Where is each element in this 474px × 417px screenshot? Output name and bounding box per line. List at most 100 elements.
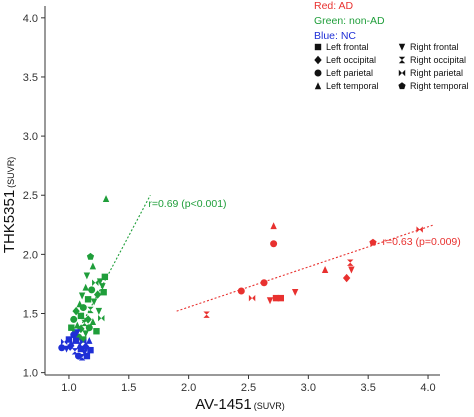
data-point xyxy=(81,342,90,351)
data-point xyxy=(248,294,256,302)
data-point xyxy=(272,294,280,302)
data-point xyxy=(260,279,268,287)
data-points xyxy=(58,195,423,361)
y-tick-label: 3.5 xyxy=(23,72,38,84)
legend-label: Left frontal xyxy=(326,42,369,52)
data-point xyxy=(87,346,94,354)
data-point xyxy=(81,319,88,327)
data-point xyxy=(79,304,87,312)
data-point xyxy=(203,311,210,318)
x-tick-label: 1.0 xyxy=(61,382,76,394)
data-point xyxy=(74,329,81,337)
fit-annotation-ad: r=0.63 (p=0.009) xyxy=(383,236,461,248)
data-point xyxy=(342,273,351,283)
data-point xyxy=(77,312,85,320)
data-point xyxy=(84,315,92,324)
series-nc xyxy=(58,329,94,361)
x-tick-label: 2.5 xyxy=(241,382,256,394)
legend-label: Right frontal xyxy=(410,42,459,52)
y-axis-title: THK5351(SUVR) xyxy=(1,157,18,253)
legend-marker-hourglass xyxy=(398,56,406,64)
legend-marker-triangle-down xyxy=(398,43,406,51)
legend-marker-pentagon xyxy=(398,82,406,90)
data-point xyxy=(83,352,91,360)
data-point xyxy=(416,226,423,233)
x-tick-label: 1.5 xyxy=(121,382,136,394)
data-point xyxy=(65,336,73,343)
legend-label: Right occipital xyxy=(410,55,466,65)
legend-group-ad: Red: AD xyxy=(314,0,354,12)
legend-marker-square xyxy=(314,43,322,51)
data-point xyxy=(100,289,107,296)
data-point xyxy=(58,344,66,352)
data-point xyxy=(86,252,95,260)
series-ad xyxy=(203,222,423,318)
data-point xyxy=(93,290,102,299)
data-point xyxy=(78,292,86,300)
y-tick-label: 2.5 xyxy=(23,190,38,202)
data-point xyxy=(92,279,99,286)
fit-line-ad xyxy=(176,224,435,312)
data-point xyxy=(68,339,75,347)
data-point xyxy=(70,315,78,323)
legend: Red: AD Green: non-AD Blue: NC Left fron… xyxy=(314,0,469,91)
data-point xyxy=(89,262,97,270)
data-point xyxy=(266,297,274,305)
data-point xyxy=(95,307,103,315)
data-point xyxy=(291,289,299,296)
data-point xyxy=(68,324,75,331)
data-point xyxy=(88,286,96,294)
data-point xyxy=(84,296,92,303)
y-ticks: 1.0 1.5 2.0 2.5 3.0 3.5 4.0 xyxy=(23,13,45,380)
data-point xyxy=(74,321,81,329)
data-point xyxy=(89,318,97,325)
data-point xyxy=(270,222,277,230)
legend-marker-bowtie xyxy=(398,69,406,77)
legend-label: Left parietal xyxy=(326,68,373,78)
y-tick-label: 1.0 xyxy=(23,368,38,380)
legend-group-non-ad: Green: non-AD xyxy=(314,15,385,27)
y-tick-label: 3.0 xyxy=(23,131,38,143)
x-tick-label: 2.0 xyxy=(181,382,196,394)
x-tick-label: 4.0 xyxy=(420,382,435,394)
fit-lines xyxy=(74,194,435,338)
data-point xyxy=(85,324,93,332)
data-point xyxy=(347,259,354,266)
data-point xyxy=(237,287,245,295)
data-point xyxy=(270,240,278,248)
data-point xyxy=(321,266,329,273)
x-tick-label: 3.0 xyxy=(301,382,316,394)
x-ticks: 1.0 1.5 2.0 2.5 3.0 3.5 4.0 xyxy=(61,375,436,394)
data-point xyxy=(66,342,74,351)
data-point xyxy=(82,283,89,291)
fit-line-non-ad xyxy=(74,194,151,338)
data-point xyxy=(81,349,88,357)
data-point xyxy=(369,238,377,246)
data-point xyxy=(277,294,285,302)
axes: 1.0 1.5 2.0 2.5 3.0 3.5 4.0 1.0 1.5 2.0 2.5 3.0 3.5… xyxy=(23,6,440,394)
data-point xyxy=(98,315,105,322)
legend-label: Right temporal xyxy=(410,81,469,91)
data-point xyxy=(77,345,85,353)
legend-marker-diamond xyxy=(314,55,322,65)
series-non-ad xyxy=(68,195,110,343)
legend-group-nc: Blue: NC xyxy=(314,30,356,42)
legend-marker-circle xyxy=(314,69,322,77)
data-point xyxy=(96,278,104,286)
x-axis-title: AV-1451 (SUVR) xyxy=(195,396,284,413)
data-point xyxy=(90,298,98,306)
data-point xyxy=(82,330,89,338)
legend-label: Right parietal xyxy=(410,68,463,78)
data-point xyxy=(80,336,87,343)
y-tick-label: 4.0 xyxy=(23,13,38,25)
legend-label: Left temporal xyxy=(326,81,379,91)
data-point xyxy=(99,283,106,290)
legend-label: Left occipital xyxy=(326,55,376,65)
data-point xyxy=(87,306,94,314)
legend-marker-triangle-up xyxy=(314,82,322,90)
fit-annotation-non-ad: r=0.69 (p<0.001) xyxy=(148,198,226,210)
fit-annotations: r=0.69 (p<0.001) r=0.63 (p=0.009) xyxy=(148,198,460,248)
data-point xyxy=(102,195,110,202)
marker-legend: Left frontal Right frontal Left occipital R… xyxy=(314,42,469,91)
